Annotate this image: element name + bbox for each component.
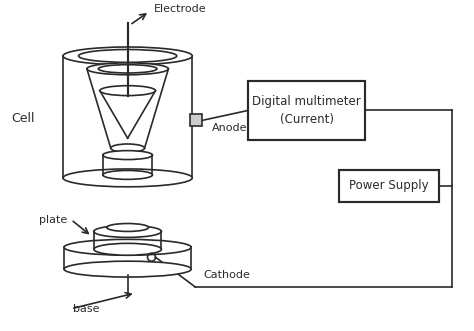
Ellipse shape [103, 151, 153, 160]
Text: plate: plate [39, 214, 67, 224]
Bar [248, 81, 365, 140]
Ellipse shape [64, 239, 191, 255]
Text: Cathode: Cathode [203, 270, 250, 280]
Ellipse shape [111, 144, 145, 152]
Ellipse shape [100, 86, 155, 96]
Ellipse shape [64, 261, 191, 277]
Ellipse shape [107, 223, 148, 231]
Bar [190, 115, 202, 126]
Ellipse shape [87, 63, 168, 75]
Ellipse shape [103, 170, 153, 179]
Text: Power Supply: Power Supply [349, 179, 429, 192]
Text: base: base [73, 304, 100, 314]
Text: Digital multimeter
(Current): Digital multimeter (Current) [252, 95, 361, 126]
Text: Electrode: Electrode [154, 4, 206, 14]
Ellipse shape [98, 65, 157, 73]
Ellipse shape [63, 47, 192, 65]
Ellipse shape [63, 169, 192, 187]
Bar [339, 170, 439, 202]
Ellipse shape [94, 243, 162, 255]
Ellipse shape [79, 50, 177, 62]
Text: Anode: Anode [212, 123, 247, 133]
Ellipse shape [94, 225, 162, 237]
Text: Cell: Cell [11, 112, 35, 125]
